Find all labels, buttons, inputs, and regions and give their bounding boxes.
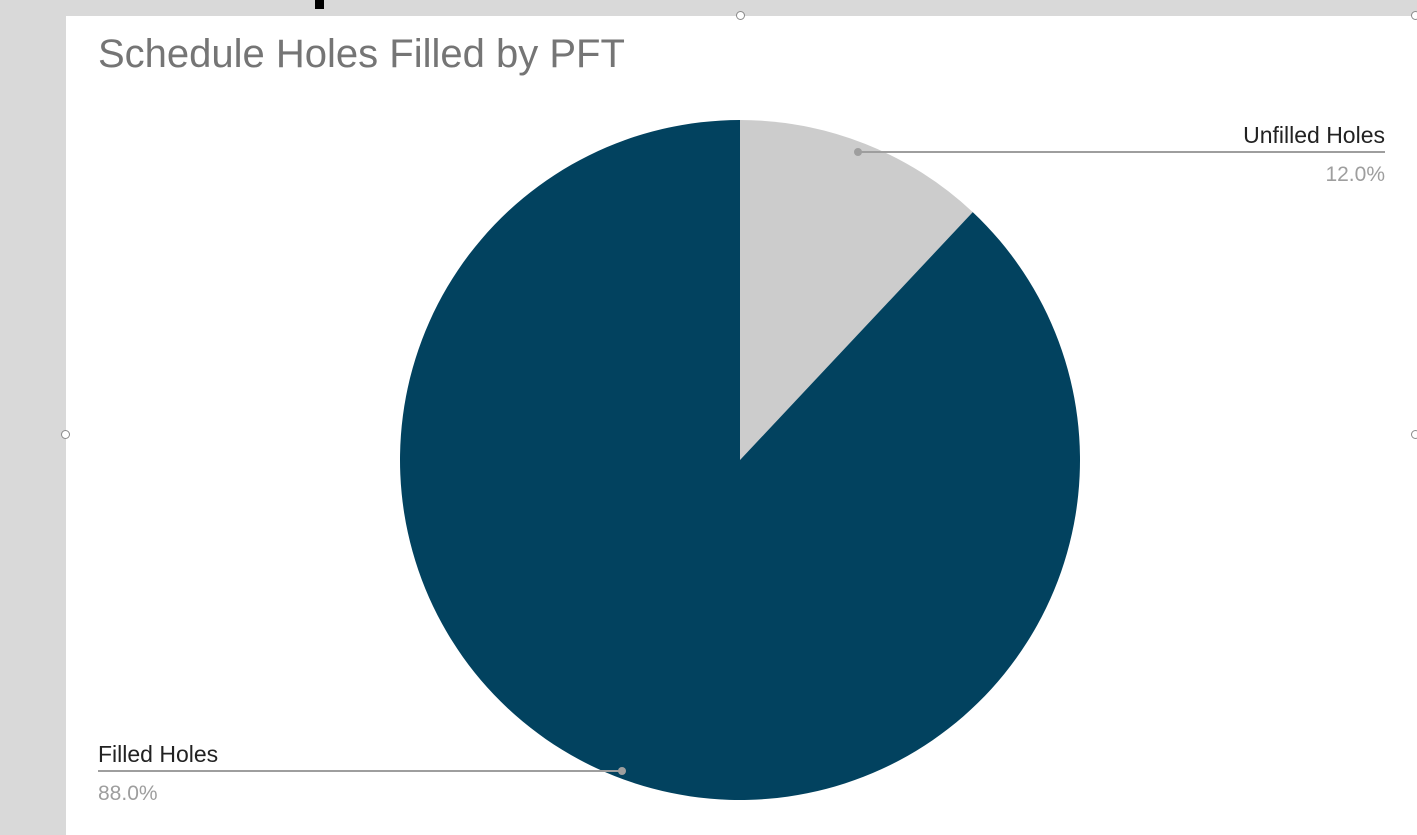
slice-label-filled-holes: Filled Holes <box>98 741 218 767</box>
pie-slice-filled-holes[interactable] <box>400 120 1081 800</box>
resize-handle-top-right[interactable] <box>1411 11 1417 20</box>
pie-slice-unfilled-holes[interactable] <box>740 120 973 460</box>
resize-handle-top[interactable] <box>736 11 745 20</box>
slice-percent-filled-holes: 88.0% <box>98 782 158 805</box>
resize-handle-left[interactable] <box>61 430 70 439</box>
text-cursor <box>315 0 324 9</box>
pie-chart: Unfilled Holes 12.0% Filled Holes 88.0% <box>98 120 1385 805</box>
slice-label-unfilled-holes: Unfilled Holes <box>1243 122 1385 148</box>
leader-dot-filled-holes <box>618 767 626 775</box>
slice-percent-unfilled-holes: 12.0% <box>1325 163 1385 186</box>
leader-dot-unfilled-holes <box>854 148 862 156</box>
chart-container[interactable]: Unfilled Holes 12.0% Filled Holes 88.0% Sch… <box>61 11 1417 835</box>
resize-handle-right[interactable] <box>1411 430 1417 439</box>
chart-title: Schedule Holes Filled by PFT <box>98 32 625 76</box>
